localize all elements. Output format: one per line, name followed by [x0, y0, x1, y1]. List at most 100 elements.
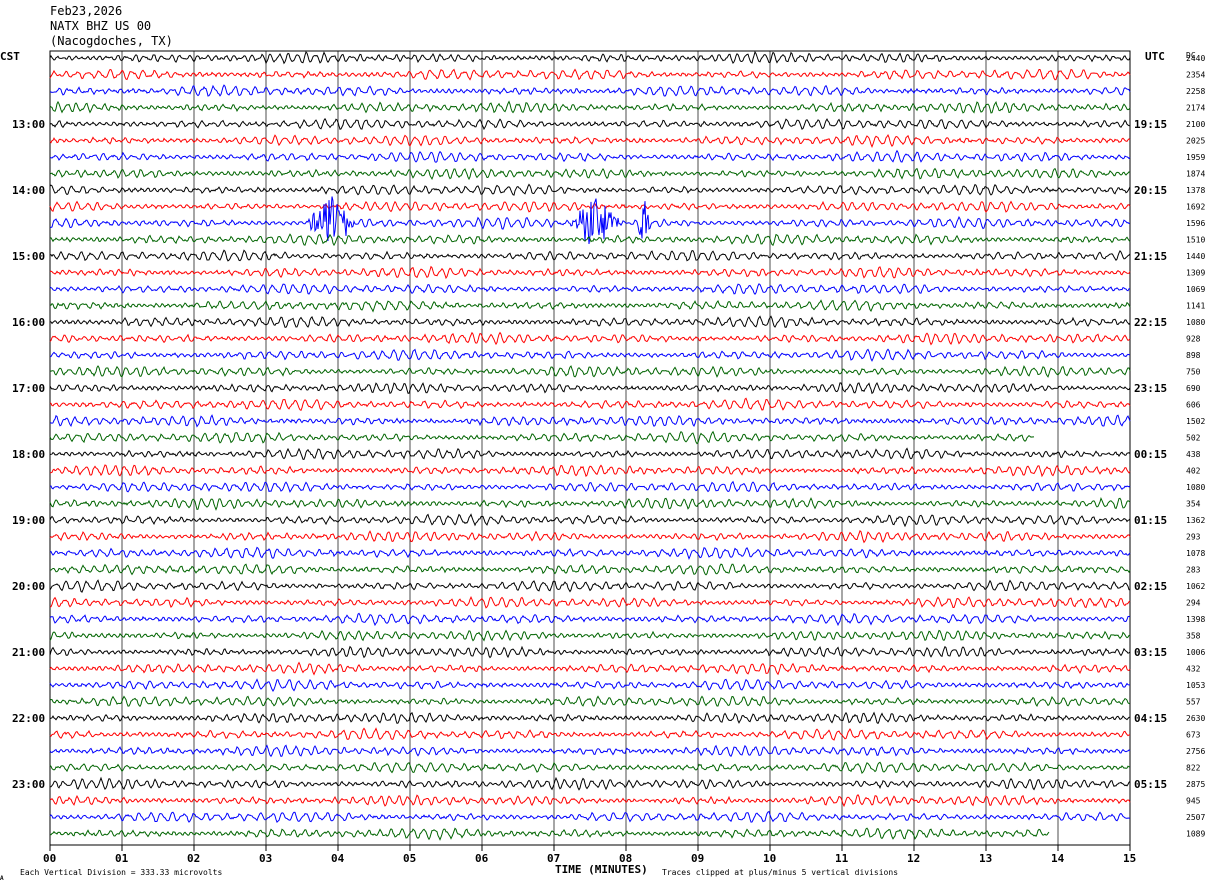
dc-column-label: DC	[1186, 51, 1196, 60]
dc-offset-label: 1080	[1186, 483, 1205, 492]
right-hour-label: 01:15	[1134, 514, 1167, 527]
dc-offset-label: 1510	[1186, 236, 1205, 245]
trace-line	[49, 563, 1131, 576]
dc-offset-label: 1141	[1186, 302, 1205, 311]
trace-line	[49, 464, 1131, 478]
dc-offset-label: 1362	[1186, 516, 1205, 525]
x-tick-label: 07	[547, 852, 560, 865]
right-timezone-label: UTC	[1145, 50, 1165, 63]
x-tick-label: 06	[475, 852, 489, 865]
dc-offset-label: 1596	[1186, 219, 1205, 228]
right-hour-label: 00:15	[1134, 448, 1167, 461]
dc-offset-label: 928	[1186, 335, 1201, 344]
dc-offset-label: 502	[1186, 434, 1201, 443]
dc-offset-label: 1309	[1186, 269, 1205, 278]
trace-line	[49, 513, 1131, 528]
scale-note: Each Vertical Division = 333.33 microvol…	[20, 868, 222, 877]
trace-line	[49, 629, 1131, 642]
right-hour-label: 21:15	[1134, 250, 1167, 263]
right-hour-label: 19:15	[1134, 118, 1167, 131]
trace-line	[49, 645, 1131, 659]
x-tick-label: 08	[619, 852, 632, 865]
trace-line	[49, 134, 1131, 149]
corner-mark: A	[0, 875, 4, 882]
dc-offset-label: 402	[1186, 467, 1201, 476]
dc-offset-label: 557	[1186, 698, 1201, 707]
plot-frame	[49, 50, 1131, 846]
left-hour-label: 16:00	[12, 316, 45, 329]
clip-note: Traces clipped at plus/minus 5 vertical …	[662, 868, 898, 877]
dc-offset-label: 354	[1186, 500, 1201, 509]
x-tick-label: 03	[259, 852, 272, 865]
trace-line	[49, 100, 1131, 114]
trace-line	[49, 68, 1131, 81]
dc-offset-label: 2630	[1186, 714, 1205, 723]
dc-offset-label: 2507	[1186, 813, 1205, 822]
dc-offset-label: 1089	[1186, 830, 1205, 839]
x-tick-label: 15	[1123, 852, 1136, 865]
right-hour-label: 04:15	[1134, 712, 1167, 725]
left-hour-label: 13:00	[12, 118, 45, 131]
trace-line	[49, 200, 1131, 213]
trace-group	[49, 50, 1131, 841]
x-tick-label: 10	[763, 852, 776, 865]
trace-line	[49, 397, 1131, 411]
trace-line	[49, 595, 1131, 609]
trace-line	[49, 365, 1131, 378]
station-location: (Nacogdoches, TX)	[50, 34, 173, 48]
dc-offset-label: 1874	[1186, 170, 1205, 179]
trace-line	[49, 430, 1035, 445]
dc-offset-label: 606	[1186, 401, 1201, 410]
dc-offset-label: 898	[1186, 351, 1201, 360]
dc-offset-label: 2174	[1186, 104, 1205, 113]
trace-line	[49, 50, 1131, 65]
trace-line	[49, 84, 1131, 97]
trace-line	[49, 496, 1131, 511]
trace-line	[49, 381, 1131, 395]
trace-line	[49, 331, 1131, 346]
dc-offset-label: 1692	[1186, 203, 1205, 212]
x-tick-label: 12	[907, 852, 920, 865]
trace-line	[49, 447, 1131, 461]
trace-line	[49, 695, 1131, 708]
dc-offset-label: 293	[1186, 533, 1201, 542]
left-hour-label: 15:00	[12, 250, 45, 263]
x-tick-label: 01	[115, 852, 129, 865]
left-hour-label: 22:00	[12, 712, 45, 725]
trace-line	[49, 117, 1131, 131]
trace-line	[49, 196, 1131, 245]
right-hour-label: 03:15	[1134, 646, 1167, 659]
trace-line	[49, 810, 1131, 823]
x-tick-label: 05	[403, 852, 416, 865]
trace-line	[49, 480, 1131, 493]
trace-line	[50, 776, 1131, 791]
dc-offset-label: 1078	[1186, 549, 1205, 558]
trace-line	[49, 827, 1050, 841]
trace-line	[49, 579, 1131, 593]
dc-offset-label: 673	[1186, 731, 1201, 740]
dc-offset-label: 438	[1186, 450, 1201, 459]
left-hour-label: 19:00	[12, 514, 45, 527]
dc-offset-label: 2025	[1186, 137, 1205, 146]
dc-offset-label: 750	[1186, 368, 1201, 377]
trace-line	[49, 678, 1131, 692]
dc-offset-label: 1378	[1186, 186, 1205, 195]
dc-offset-label: 822	[1186, 764, 1201, 773]
right-hour-labels: 19:15 20:15 21:15 22:15 23:15 00:15 01:15 02:15…	[1134, 118, 1167, 791]
dc-offset-label: 1006	[1186, 648, 1205, 657]
dc-offset-labels: 2440 2354 2258 2174 2100 2025 1959 1874 1378 1692…	[1186, 54, 1205, 839]
trace-line	[49, 299, 1131, 313]
dc-offset-label: 2354	[1186, 71, 1205, 80]
trace-line	[49, 612, 1131, 627]
trace-line	[49, 149, 1131, 163]
right-hour-label: 20:15	[1134, 184, 1167, 197]
trace-line	[49, 727, 1131, 741]
trace-line	[49, 546, 1131, 560]
left-hour-labels: 13:00 14:00 15:00 16:00 17:00 18:00 19:00 20:00…	[12, 118, 45, 791]
dc-offset-label: 1069	[1186, 285, 1205, 294]
trace-line	[49, 529, 1131, 544]
left-hour-label: 14:00	[12, 184, 45, 197]
dc-offset-label: 294	[1186, 599, 1201, 608]
dc-offset-label: 2100	[1186, 120, 1205, 129]
